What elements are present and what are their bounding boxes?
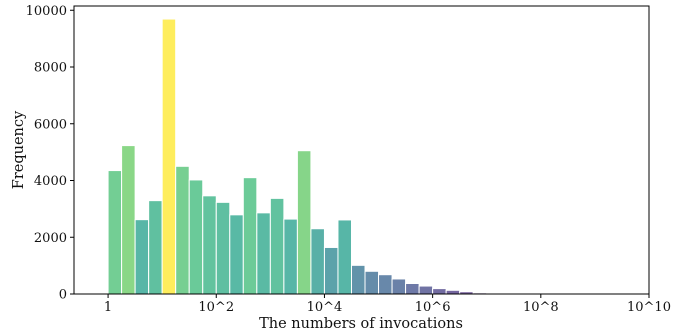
y-tick-label: 6000 xyxy=(34,117,67,132)
y-tick-label: 2000 xyxy=(34,231,67,246)
y-tick-label: 4000 xyxy=(34,174,67,189)
histogram-bar xyxy=(310,228,325,295)
x-tick-label: 10^2 xyxy=(198,300,234,315)
x-axis-ticks: 1 10^2 10^4 10^6 10^8 10^10 xyxy=(104,294,671,315)
histogram-bar xyxy=(242,177,258,295)
histogram-bar xyxy=(175,165,190,295)
histogram-bar xyxy=(418,285,434,295)
x-tick-label: 10^10 xyxy=(627,300,671,315)
histogram-bar xyxy=(215,201,231,295)
histogram-bar xyxy=(337,219,352,295)
histogram-bar xyxy=(256,212,271,295)
histogram-bar xyxy=(269,197,285,295)
y-tick-label: 10000 xyxy=(26,4,67,19)
histogram-bar xyxy=(202,195,217,295)
histogram-bar xyxy=(121,145,136,295)
histogram-bar xyxy=(432,288,447,295)
histogram-bar xyxy=(148,200,163,295)
histogram-bar xyxy=(350,264,366,295)
histogram-bar xyxy=(107,170,123,295)
histogram-bar xyxy=(229,214,244,295)
x-tick-label: 10^6 xyxy=(415,300,451,315)
y-tick-label: 8000 xyxy=(34,61,67,76)
histogram-bar xyxy=(391,278,407,295)
histogram-bar xyxy=(134,219,150,295)
x-tick-label: 10^8 xyxy=(523,300,559,315)
plot-frame xyxy=(73,5,650,295)
x-axis-label: The numbers of invocations xyxy=(259,316,463,332)
x-tick-label: 10^4 xyxy=(307,300,343,315)
y-tick-label: 0 xyxy=(59,288,67,303)
histogram-bar xyxy=(445,289,461,295)
histogram-bar xyxy=(323,246,339,295)
y-axis-label: Frequency xyxy=(11,110,27,189)
histogram-bar xyxy=(405,283,420,295)
histogram-bar xyxy=(188,179,204,295)
histogram-bar xyxy=(378,274,393,295)
histogram-bar xyxy=(296,150,312,295)
histogram-bar xyxy=(364,270,380,295)
histogram-bar xyxy=(161,18,177,295)
x-tick-label: 1 xyxy=(104,300,112,315)
y-axis-ticks: 0 2000 4000 6000 8000 10000 xyxy=(26,4,74,303)
histogram-bars xyxy=(107,18,501,295)
histogram-bar xyxy=(283,218,298,295)
